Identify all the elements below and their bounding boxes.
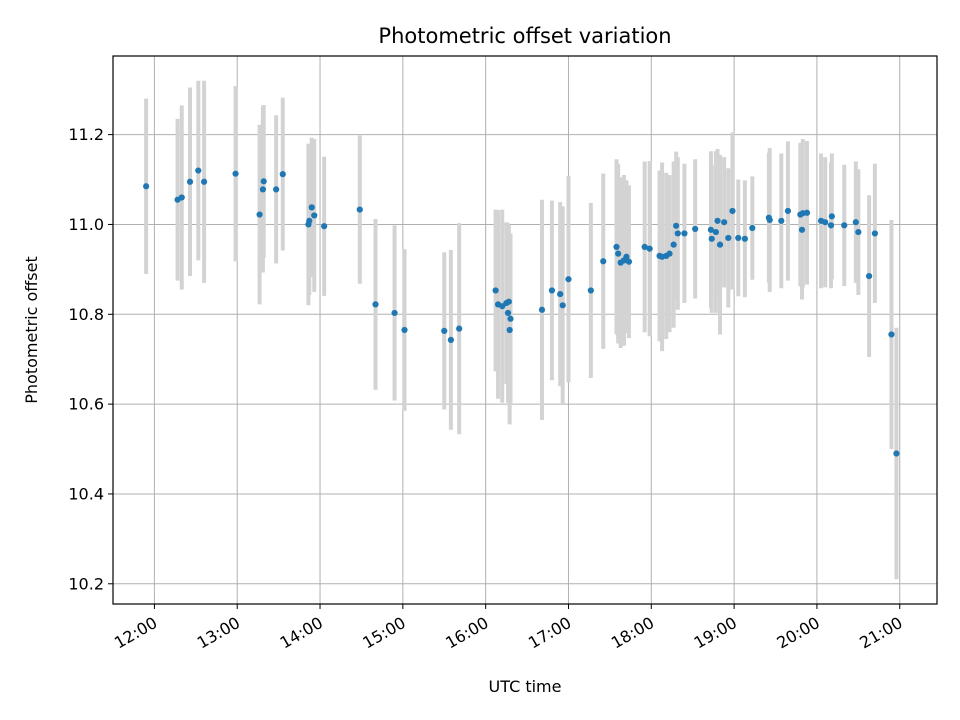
data-point bbox=[548, 287, 556, 294]
data-point bbox=[735, 234, 742, 242]
y-tick-label: 10.4 bbox=[68, 484, 104, 503]
data-point bbox=[259, 186, 266, 193]
data-point bbox=[492, 287, 499, 294]
data-point bbox=[707, 226, 715, 233]
data-point bbox=[681, 230, 688, 237]
data-point bbox=[447, 336, 454, 343]
chart-title: Photometric offset variation bbox=[378, 24, 671, 48]
data-point bbox=[356, 206, 363, 213]
data-point bbox=[692, 225, 699, 233]
data-point bbox=[893, 450, 900, 457]
data-point bbox=[716, 241, 724, 248]
data-point bbox=[766, 216, 773, 224]
data-point bbox=[822, 219, 829, 226]
y-tick-label: 11.0 bbox=[68, 215, 104, 234]
data-point bbox=[803, 209, 811, 216]
data-point bbox=[506, 326, 513, 334]
data-point bbox=[749, 224, 756, 232]
data-point bbox=[321, 223, 328, 230]
data-point bbox=[666, 250, 673, 257]
data-point bbox=[232, 170, 239, 177]
data-point bbox=[306, 217, 313, 224]
data-point bbox=[888, 331, 895, 338]
data-point bbox=[279, 171, 286, 178]
y-tick-label: 10.2 bbox=[68, 574, 104, 593]
data-point bbox=[565, 276, 572, 283]
data-point bbox=[778, 217, 785, 224]
data-point bbox=[784, 207, 792, 215]
data-point bbox=[646, 245, 653, 252]
data-point bbox=[557, 290, 564, 298]
data-point bbox=[625, 258, 633, 265]
data-point bbox=[855, 228, 862, 236]
data-point bbox=[613, 243, 620, 251]
data-point bbox=[587, 287, 594, 294]
data-point bbox=[600, 258, 607, 265]
data-point bbox=[401, 326, 408, 334]
data-point bbox=[712, 228, 719, 236]
data-points bbox=[143, 167, 900, 457]
data-point bbox=[852, 219, 859, 226]
y-tick-label: 10.6 bbox=[68, 395, 104, 414]
plot-frame bbox=[112, 55, 938, 605]
data-point bbox=[311, 212, 318, 219]
data-point bbox=[729, 207, 736, 215]
data-point bbox=[260, 178, 267, 185]
data-point bbox=[273, 186, 280, 193]
data-point bbox=[670, 241, 677, 248]
data-point bbox=[865, 272, 873, 280]
y-tick-label: 11.2 bbox=[68, 125, 104, 144]
data-point bbox=[871, 230, 878, 237]
data-point bbox=[391, 309, 398, 317]
data-point bbox=[441, 327, 448, 334]
data-point bbox=[186, 178, 194, 185]
data-point bbox=[372, 301, 379, 308]
data-point bbox=[673, 222, 680, 229]
data-point bbox=[308, 204, 315, 211]
data-point bbox=[143, 183, 150, 190]
data-point bbox=[827, 222, 835, 229]
data-point bbox=[708, 235, 715, 242]
y-axis-label: Photometric offset bbox=[22, 256, 41, 404]
x-axis-label: UTC time bbox=[489, 677, 562, 696]
data-point bbox=[256, 211, 263, 218]
data-point bbox=[504, 309, 512, 317]
data-point bbox=[195, 167, 202, 174]
data-point bbox=[200, 178, 208, 185]
y-tick-label: 10.8 bbox=[68, 305, 104, 324]
y-axis-ticks: 10.2 10.4 10.6 10.8 11.0 11.2 bbox=[68, 125, 113, 593]
data-point bbox=[538, 306, 546, 313]
data-point bbox=[674, 230, 681, 237]
data-point bbox=[615, 250, 622, 257]
data-point bbox=[721, 219, 728, 226]
data-point bbox=[641, 243, 648, 251]
data-point bbox=[714, 217, 721, 224]
data-point bbox=[559, 302, 566, 309]
data-point bbox=[798, 226, 806, 233]
data-point bbox=[623, 253, 630, 260]
data-point bbox=[841, 222, 848, 229]
data-point bbox=[505, 298, 512, 305]
data-point bbox=[741, 235, 748, 242]
data-point bbox=[828, 213, 835, 220]
data-point bbox=[178, 194, 185, 201]
data-point bbox=[456, 325, 463, 332]
data-point bbox=[725, 234, 732, 242]
data-point bbox=[507, 315, 514, 322]
